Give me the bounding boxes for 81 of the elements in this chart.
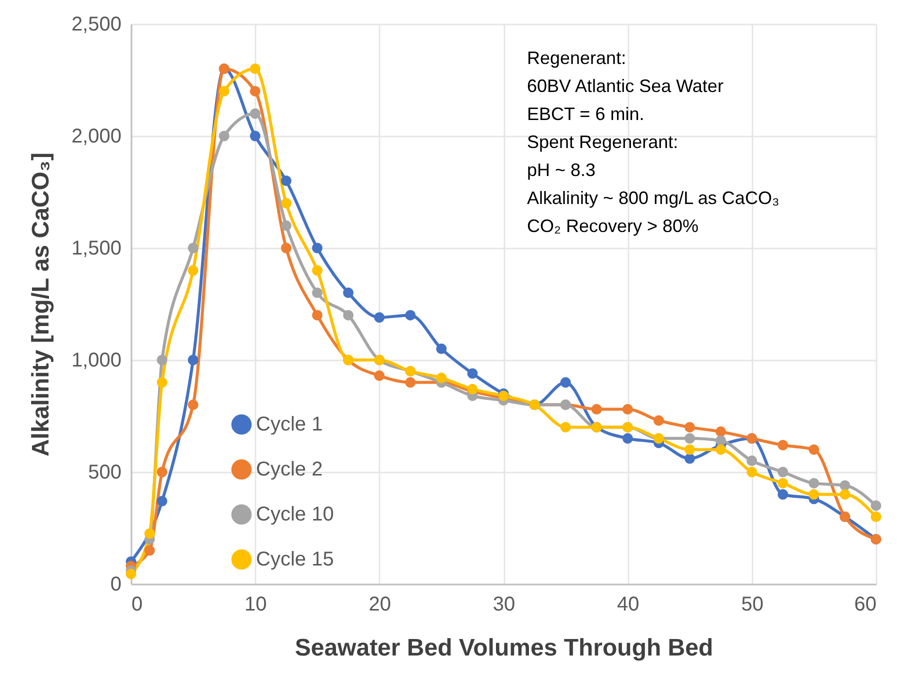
point: [622, 404, 633, 415]
point: [144, 528, 155, 539]
point: [250, 108, 260, 119]
point: [280, 198, 292, 208]
point: [188, 400, 198, 410]
point: [716, 444, 726, 455]
legend-label: Cycle 15: [256, 548, 334, 570]
x-axis-title: Seawater Bed Volumes Through Bed: [294, 634, 714, 662]
x-tick-label: 30: [492, 594, 516, 616]
point: [808, 444, 820, 455]
point: [778, 466, 788, 478]
point: [405, 377, 416, 388]
point: [684, 444, 695, 455]
x-tick-label: 50: [741, 594, 764, 616]
point: [280, 176, 292, 186]
point: [560, 377, 571, 388]
point: [405, 310, 416, 320]
point: [808, 489, 820, 500]
point: [684, 433, 695, 444]
point: [778, 489, 788, 500]
point: [716, 426, 726, 437]
point: [467, 368, 478, 379]
point: [684, 453, 695, 464]
point: [653, 415, 664, 426]
y-tick-label: 1,000: [71, 350, 122, 372]
point: [280, 220, 292, 231]
point: [144, 545, 155, 556]
point: [870, 512, 882, 522]
point: [156, 496, 168, 506]
point: [188, 242, 198, 254]
point: [156, 354, 168, 366]
point: [870, 500, 882, 511]
x-tick-label: 0: [132, 594, 143, 616]
y-tick-label: 500: [88, 462, 122, 484]
legend-label: Cycle 1: [256, 414, 323, 436]
point: [374, 370, 385, 381]
x-tick-label: 40: [617, 594, 640, 616]
point: [746, 456, 758, 466]
point: [312, 265, 322, 276]
point: [156, 377, 168, 388]
y-tick-label: 0: [110, 574, 122, 596]
point: [250, 64, 260, 74]
point: [467, 384, 478, 394]
y-axis-title: Alkalinity [mg/L as CaCO₃]: [27, 152, 54, 457]
y-tick-label: 1,500: [71, 238, 122, 260]
point: [778, 478, 788, 488]
point: [188, 265, 198, 276]
y-tick-label: 2,500: [71, 14, 122, 36]
point: [312, 242, 322, 254]
x-tick-label: 60: [854, 594, 876, 616]
point: [622, 433, 633, 444]
point: [840, 489, 850, 500]
point: [436, 344, 447, 354]
point: [250, 130, 260, 142]
legend-label: Cycle 2: [256, 458, 323, 480]
x-tick-label: 10: [244, 594, 267, 616]
point: [746, 466, 758, 478]
point: [808, 478, 820, 488]
point: [840, 480, 850, 491]
point: [374, 312, 385, 323]
point: [312, 310, 322, 320]
point: [436, 372, 447, 384]
point: [312, 288, 322, 298]
point: [716, 435, 726, 446]
point: [560, 422, 571, 432]
point: [684, 422, 695, 432]
point: [188, 354, 198, 366]
legend-label: Cycle 10: [256, 504, 334, 526]
point: [591, 404, 602, 415]
point: [280, 242, 292, 254]
point: [250, 86, 260, 96]
annotation: Regenerant: 60BV Atlantic Sea Water EBCT = 6 min. Spent Regenerant: pH ~ 8.3 Alkalinity ~ 800 mg/L as CaCO₃ CO₂ Recovery > 80%: [527, 48, 780, 236]
point: [343, 310, 354, 320]
x-tick-label: 20: [368, 594, 391, 616]
y-tick-label: 2,000: [71, 126, 122, 148]
point: [218, 86, 230, 96]
point: [218, 130, 230, 142]
point: [126, 568, 136, 580]
point: [156, 466, 168, 478]
point: [778, 440, 788, 450]
point: [343, 288, 354, 298]
